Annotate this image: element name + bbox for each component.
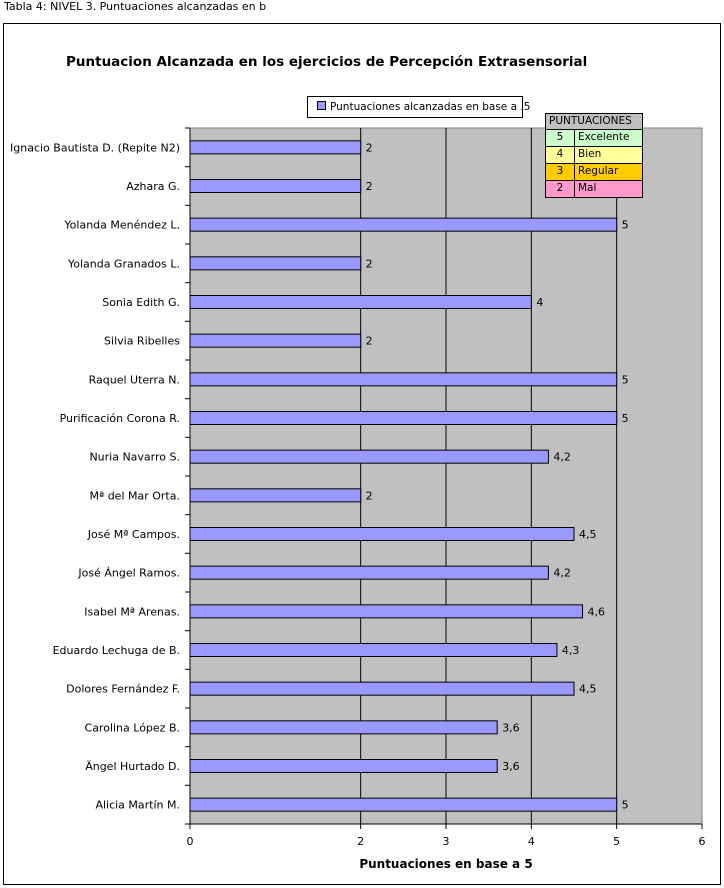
bar [189, 256, 362, 271]
score-label: Bien [578, 148, 602, 160]
bar-value-label: 5 [622, 412, 629, 425]
score-table-row: 5 Excelente [546, 130, 642, 147]
score-value: 2 [546, 181, 575, 197]
bar [189, 295, 532, 309]
score-value: 4 [546, 147, 575, 163]
bar [189, 720, 498, 735]
y-category-label: Eduardo Lechuga de B. [53, 644, 180, 657]
bar [189, 681, 575, 696]
bar-value-label: 5 [622, 373, 629, 386]
bar-value-label: 5 [622, 219, 629, 232]
y-category-label: Mª del Mar Orta. [90, 489, 180, 502]
legend-swatch [317, 101, 326, 110]
bar [189, 759, 498, 773]
y-category-label: Ignacio Bautista D. (Repite N2) [10, 141, 180, 154]
bar-value-label: 3,6 [502, 721, 520, 734]
x-tick-label: 4 [528, 835, 535, 848]
bar [189, 797, 618, 812]
x-tick-label: 3 [443, 835, 450, 848]
bar-value-label: 3,6 [502, 760, 520, 773]
bar-value-label: 4,2 [553, 451, 571, 464]
x-tick-label: 5 [613, 835, 620, 848]
y-category-label: Sonia Edith G. [102, 296, 180, 309]
bar-value-label: 4,3 [562, 644, 580, 657]
score-table-header: PUNTUACIONES [546, 114, 642, 130]
bar-value-label: 4,2 [553, 567, 571, 580]
y-category-label: Azhara G. [126, 180, 180, 193]
score-table-row: 4 Bien [546, 147, 642, 164]
x-tick-label: 2 [357, 835, 364, 848]
bar [189, 217, 618, 232]
bar [189, 643, 558, 657]
x-tick-label: 0 [187, 835, 194, 848]
bar [189, 411, 618, 425]
score-label: Mal [578, 182, 597, 194]
y-category-label: José Mª Campos. [87, 528, 180, 541]
bar [189, 488, 362, 503]
y-category-label: Isabel Mª Arenas. [84, 605, 180, 618]
y-category-label: Purificación Corona R. [60, 412, 180, 425]
chart-legend: Puntuaciones alcanzadas en base a .5 [307, 96, 530, 118]
y-category-label: Yolanda Granados L. [67, 257, 180, 270]
bar [189, 140, 362, 155]
bar [189, 527, 575, 541]
bar [189, 179, 362, 193]
bar [189, 565, 549, 580]
y-category-label: Silvia Ribelles [104, 335, 180, 348]
table-caption: Tabla 4: NIVEL 3. Puntuaciones alcanzada… [4, 0, 266, 13]
bar [189, 333, 362, 348]
score-legend-table: PUNTUACIONES 5 Excelente 4 Bien 3 Regular 2 Mal [545, 113, 643, 198]
score-label: Excelente [578, 131, 630, 143]
score-table-row: 2 Mal [546, 181, 642, 197]
x-tick-label: 6 [699, 835, 706, 848]
score-value: 3 [546, 164, 575, 180]
score-table-row: 3 Regular [546, 164, 642, 181]
y-category-label: Ängel Hurtado D. [85, 760, 180, 773]
bar [189, 449, 549, 464]
y-category-label: Alicia Martín M. [95, 799, 180, 812]
bar-value-label: 4 [536, 296, 543, 309]
bar-value-label: 2 [366, 335, 373, 348]
bar-value-label: 4,5 [579, 683, 597, 696]
bar-value-label: 2 [366, 489, 373, 502]
chart-title: Puntuacion Alcanzada en los ejercicios d… [66, 54, 588, 70]
score-value: 5 [546, 130, 575, 146]
bar [189, 604, 584, 619]
y-category-label: Yolanda Menéndez L. [63, 219, 180, 232]
y-category-label: Dolores Fernández F. [66, 683, 180, 696]
bar-value-label: 5 [622, 799, 629, 812]
bar-value-label: 4,5 [579, 528, 597, 541]
y-category-label: Nuria Navarro S. [89, 451, 180, 464]
x-axis-title: Puntuaciones en base a 5 [359, 857, 533, 871]
y-category-label: Raquel Uterra N. [89, 373, 180, 386]
bar-value-label: 2 [366, 257, 373, 270]
bar-value-label: 4,6 [588, 605, 606, 618]
legend-label: Puntuaciones alcanzadas en base a .5 [330, 101, 531, 113]
bar [189, 372, 618, 387]
bar-value-label: 2 [366, 180, 373, 193]
y-category-label: Carolina López B. [85, 721, 180, 734]
y-category-label: José Ángel Ramos. [77, 567, 180, 580]
bar-value-label: 2 [366, 141, 373, 154]
score-label: Regular [578, 165, 619, 177]
